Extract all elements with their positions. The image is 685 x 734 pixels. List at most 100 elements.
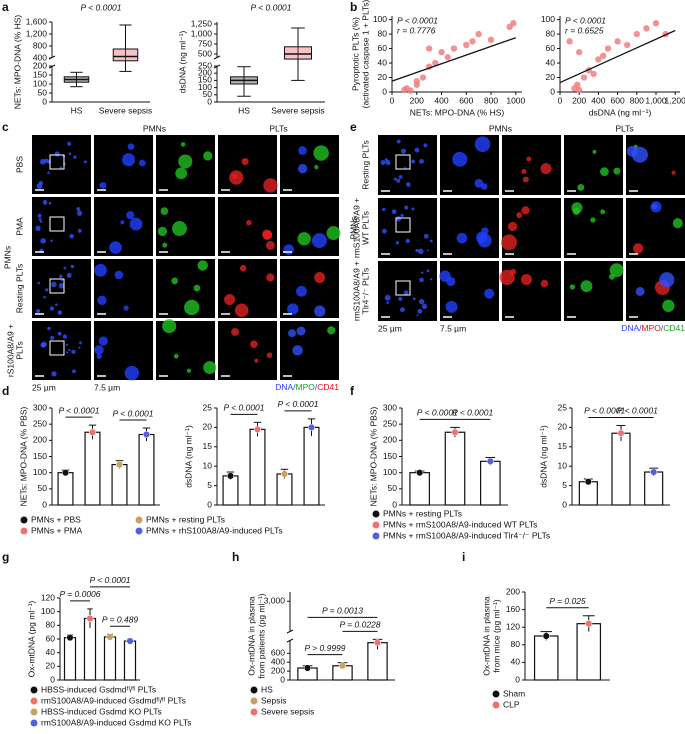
point xyxy=(407,87,414,94)
panel-label: a xyxy=(2,0,9,14)
x-tick-label: 1,000 xyxy=(645,95,667,105)
micrograph xyxy=(94,321,153,380)
mean-dot xyxy=(307,423,316,431)
y-tick-label: 60 xyxy=(46,633,56,643)
bar xyxy=(249,428,266,506)
legend-marker xyxy=(30,708,38,716)
mean-dot xyxy=(106,633,114,641)
cell xyxy=(59,166,63,169)
cell xyxy=(127,143,135,151)
y-tick-label: 100 xyxy=(33,78,47,88)
row-label: rS100A8/A9 + xyxy=(5,324,15,377)
column-header: PMNs xyxy=(143,123,166,133)
comparison-label: P < 0.0001 xyxy=(452,408,493,418)
cell xyxy=(287,303,299,315)
point xyxy=(643,25,650,32)
cell xyxy=(68,348,71,352)
cell xyxy=(412,297,416,301)
bar xyxy=(84,431,101,506)
legend-marker xyxy=(135,527,143,535)
point xyxy=(475,30,482,38)
cell xyxy=(121,153,136,167)
legend-label: rmS100A8/A9-induced Gsdmdᶠˡ/ᶠˡ PLTs xyxy=(41,695,186,705)
y-tick-label: 160 xyxy=(506,604,520,614)
cell xyxy=(37,281,41,285)
side-label: PMNs xyxy=(2,246,12,269)
y-tick-label: 80 xyxy=(546,28,556,38)
cell xyxy=(78,346,81,349)
axis-break xyxy=(286,629,294,634)
cell xyxy=(98,336,108,346)
y-tick-label: 150 xyxy=(33,69,47,79)
cell xyxy=(600,209,606,215)
cell xyxy=(186,368,192,373)
y-tick-label: 200 xyxy=(383,435,397,445)
fit-line xyxy=(391,37,517,82)
mean-dot xyxy=(584,478,592,486)
cell xyxy=(501,234,518,251)
cell xyxy=(36,183,43,189)
mean-dot xyxy=(486,457,494,465)
cell xyxy=(445,300,458,313)
cell xyxy=(400,148,407,154)
comparison-label: P < 0.0001 xyxy=(89,575,130,585)
cell xyxy=(419,277,424,283)
comparison-label: P = 0.025 xyxy=(549,596,586,606)
row-label: Resting PLTs xyxy=(14,264,24,313)
annotation: P < 0.0001 xyxy=(565,15,606,25)
side-label: PMNs xyxy=(348,216,358,239)
stain-legend-part: MPO xyxy=(642,323,662,333)
y-tick-label: 100 xyxy=(541,14,555,24)
y-tick-label: 80 xyxy=(511,639,521,649)
cell xyxy=(384,294,391,301)
point xyxy=(438,48,445,56)
bar xyxy=(222,475,239,506)
cell xyxy=(297,164,308,174)
cell xyxy=(184,299,200,316)
x-tick-label: 400 xyxy=(434,95,448,105)
y-tick-label: 15 xyxy=(558,441,568,451)
cell xyxy=(313,145,329,161)
y-tick-label: 60 xyxy=(546,43,556,53)
micrograph xyxy=(32,197,91,256)
cell xyxy=(385,160,391,166)
cell xyxy=(157,226,168,237)
column-header: PLTs xyxy=(269,123,287,133)
cell xyxy=(632,243,644,254)
cell xyxy=(416,313,419,316)
cell xyxy=(484,288,495,299)
micrograph xyxy=(626,261,685,321)
y-tick-label: 750 xyxy=(198,38,212,48)
point xyxy=(419,74,427,81)
cell xyxy=(499,269,515,286)
cell xyxy=(38,217,42,221)
row-label: PLTs xyxy=(14,341,24,359)
legend-marker xyxy=(372,532,380,540)
bar xyxy=(63,637,77,681)
cell xyxy=(40,238,46,244)
cell xyxy=(520,273,533,286)
cell xyxy=(399,307,405,313)
cell xyxy=(393,177,397,181)
panel-label: f xyxy=(350,384,355,398)
y-tick-label: 3,000 xyxy=(264,595,286,605)
cell xyxy=(96,353,102,359)
point xyxy=(604,45,612,52)
cell xyxy=(83,160,87,164)
y-tick-label: 100 xyxy=(33,467,47,477)
mean-dot xyxy=(303,664,312,672)
bar xyxy=(533,635,559,681)
cell xyxy=(522,176,529,183)
stain-legend: DNA/MPO/CD41 xyxy=(275,382,339,392)
comparison-label: P = 0.0228 xyxy=(339,620,380,630)
y-axis-label: from mice (pg ml⁻¹) xyxy=(491,599,501,673)
cell xyxy=(386,301,389,304)
cell xyxy=(250,340,258,348)
x-tick-label: 200 xyxy=(572,95,586,105)
y-tick-label: 20 xyxy=(378,72,388,82)
cell xyxy=(405,238,410,244)
row-label: Resting PLTs xyxy=(360,140,370,189)
cell xyxy=(526,156,532,162)
cell xyxy=(414,147,420,153)
